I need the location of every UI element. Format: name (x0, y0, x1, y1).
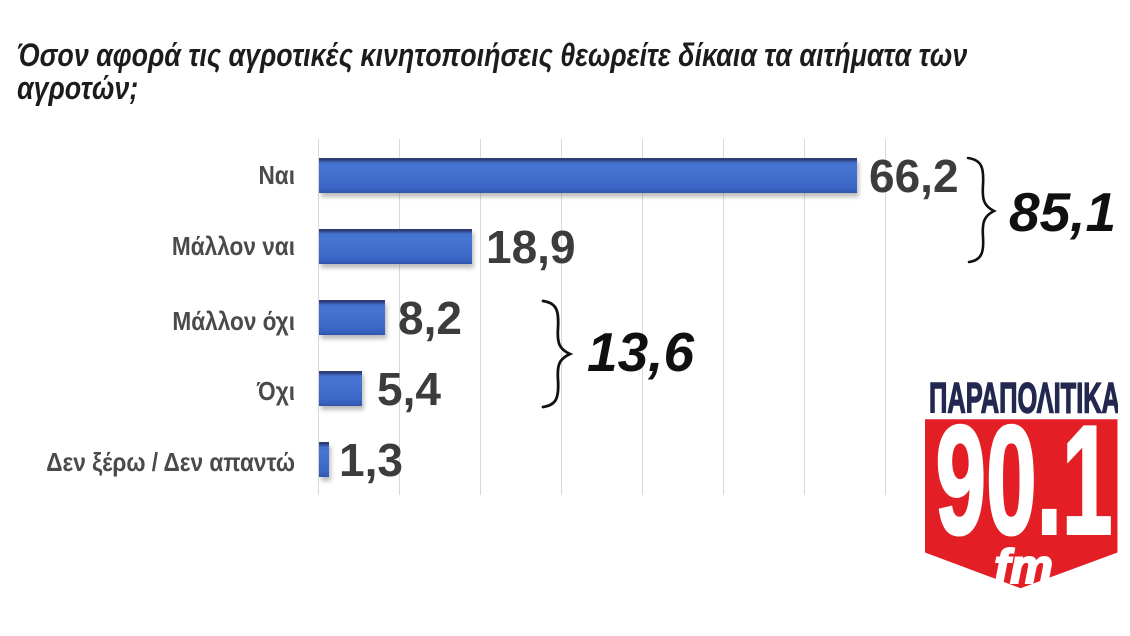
svg-text:ΠΑΡΑΠΟΛΙΤΙΚΑ: ΠΑΡΑΠΟΛΙΤΙΚΑ (929, 376, 1118, 423)
svg-text:90.1: 90.1 (936, 394, 1113, 567)
svg-text:fm: fm (994, 541, 1053, 593)
